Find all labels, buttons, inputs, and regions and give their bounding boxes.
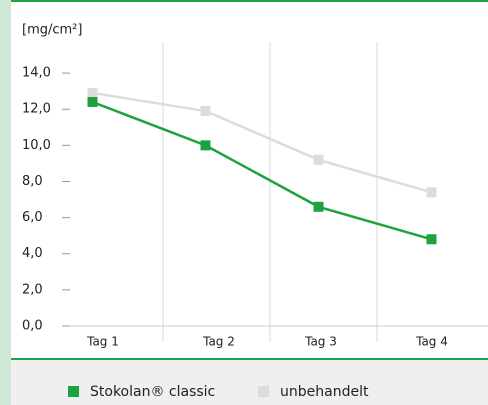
y-tick-label: 12,0 — [22, 102, 51, 117]
legend-swatch — [68, 386, 79, 397]
y-tick-label: 8,0 — [22, 174, 43, 189]
point — [87, 97, 98, 107]
x-tick-label: Tag 2 — [202, 335, 235, 349]
x-tick-label: Tag 1 — [86, 335, 119, 349]
legend-swatch — [258, 386, 269, 397]
y-tick-label: 0,0 — [22, 319, 43, 334]
legend-background — [11, 360, 488, 405]
point — [200, 140, 211, 151]
series-line — [92, 100, 432, 241]
x-tick-label: Tag 4 — [415, 335, 448, 349]
y-tick-label: 6,0 — [22, 210, 43, 225]
separator — [11, 358, 488, 360]
y-axis-label: [mg/cm²] — [22, 23, 82, 38]
point — [87, 87, 98, 98]
point — [200, 106, 211, 117]
point — [313, 154, 324, 165]
point — [426, 234, 437, 245]
top-border — [11, 0, 488, 2]
point — [313, 201, 324, 212]
series-line — [92, 91, 432, 194]
x-tick-label: Tag 3 — [304, 335, 337, 349]
point — [426, 187, 437, 198]
side-strip — [0, 0, 11, 405]
y-tick-label: 4,0 — [22, 246, 43, 261]
legend-label: Stokolan® classic — [90, 384, 215, 400]
y-tick-label: 10,0 — [22, 138, 51, 153]
legend-label: unbehandelt — [280, 384, 369, 400]
y-tick-label: 14,0 — [22, 66, 51, 81]
y-tick-label: 2,0 — [22, 282, 43, 297]
